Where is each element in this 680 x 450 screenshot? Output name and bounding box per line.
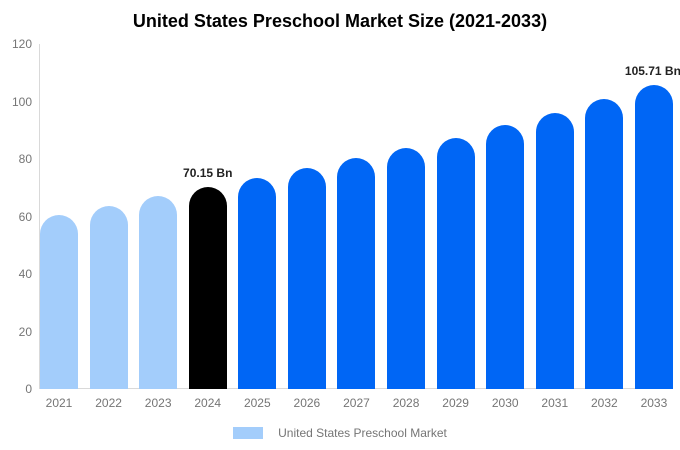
- legend-swatch: [233, 427, 264, 439]
- x-axis-labels: 2021 2022 2023 2024 2025 2026 2027 2028 2029 2030…: [40, 396, 673, 410]
- y-tick-40: 40: [18, 267, 32, 281]
- bar-2032[interactable]: [585, 98, 624, 389]
- x-tick-2028: 2028: [392, 396, 420, 410]
- x-tick-2027: 2027: [343, 396, 370, 410]
- bar-2025[interactable]: [238, 177, 277, 389]
- bar-2022[interactable]: [89, 206, 128, 389]
- data-label-2024: 70.15 Bn: [183, 166, 233, 181]
- bar-2031[interactable]: [535, 113, 574, 389]
- x-tick-2024: 2024: [194, 396, 222, 410]
- bar-2030[interactable]: [486, 125, 525, 389]
- y-tick-20: 20: [18, 324, 32, 339]
- bar-2029[interactable]: [436, 138, 475, 389]
- y-tick-0: 0: [25, 382, 32, 396]
- y-axis-ticks: 0 20 40 60 80 100 120: [12, 37, 673, 396]
- y-tick-80: 80: [18, 152, 32, 166]
- bars-container: 70.15 Bn 105.71 Bn: [40, 44, 680, 389]
- legend-item[interactable]: United States Preschool Market: [0, 426, 680, 440]
- bar-2021[interactable]: [40, 214, 78, 389]
- data-label-2033: 105.71 Bn: [624, 64, 680, 79]
- bar-2026[interactable]: [287, 167, 326, 389]
- plot-area: 0 20 40 60 80 100 120 70.15 Bn 105.71 Bn 2021 20…: [12, 37, 680, 410]
- x-tick-2022: 2022: [95, 396, 122, 410]
- y-tick-120: 120: [11, 37, 32, 51]
- x-tick-2021: 2021: [45, 396, 73, 410]
- x-tick-2031: 2031: [541, 396, 569, 410]
- x-tick-2026: 2026: [293, 396, 321, 410]
- x-tick-2033: 2033: [640, 396, 668, 410]
- y-axis-line: [39, 44, 40, 389]
- y-tick-60: 60: [18, 209, 32, 224]
- x-tick-2030: 2030: [491, 396, 519, 410]
- y-tick-100: 100: [11, 94, 32, 109]
- bar-2028[interactable]: [387, 148, 426, 389]
- legend-label: United States Preschool Market: [278, 426, 447, 440]
- bar-2033[interactable]: 105.71 Bn: [625, 64, 680, 389]
- bar-2027[interactable]: [337, 158, 376, 389]
- x-tick-2029: 2029: [442, 396, 469, 410]
- chart-title: United States Preschool Market Size (202…: [132, 11, 548, 31]
- x-tick-2032: 2032: [591, 396, 618, 410]
- bar-2023[interactable]: [139, 196, 178, 389]
- x-tick-2025: 2025: [243, 396, 271, 410]
- x-tick-2023: 2023: [144, 396, 172, 410]
- bar-2024[interactable]: 70.15 Bn: [183, 166, 232, 389]
